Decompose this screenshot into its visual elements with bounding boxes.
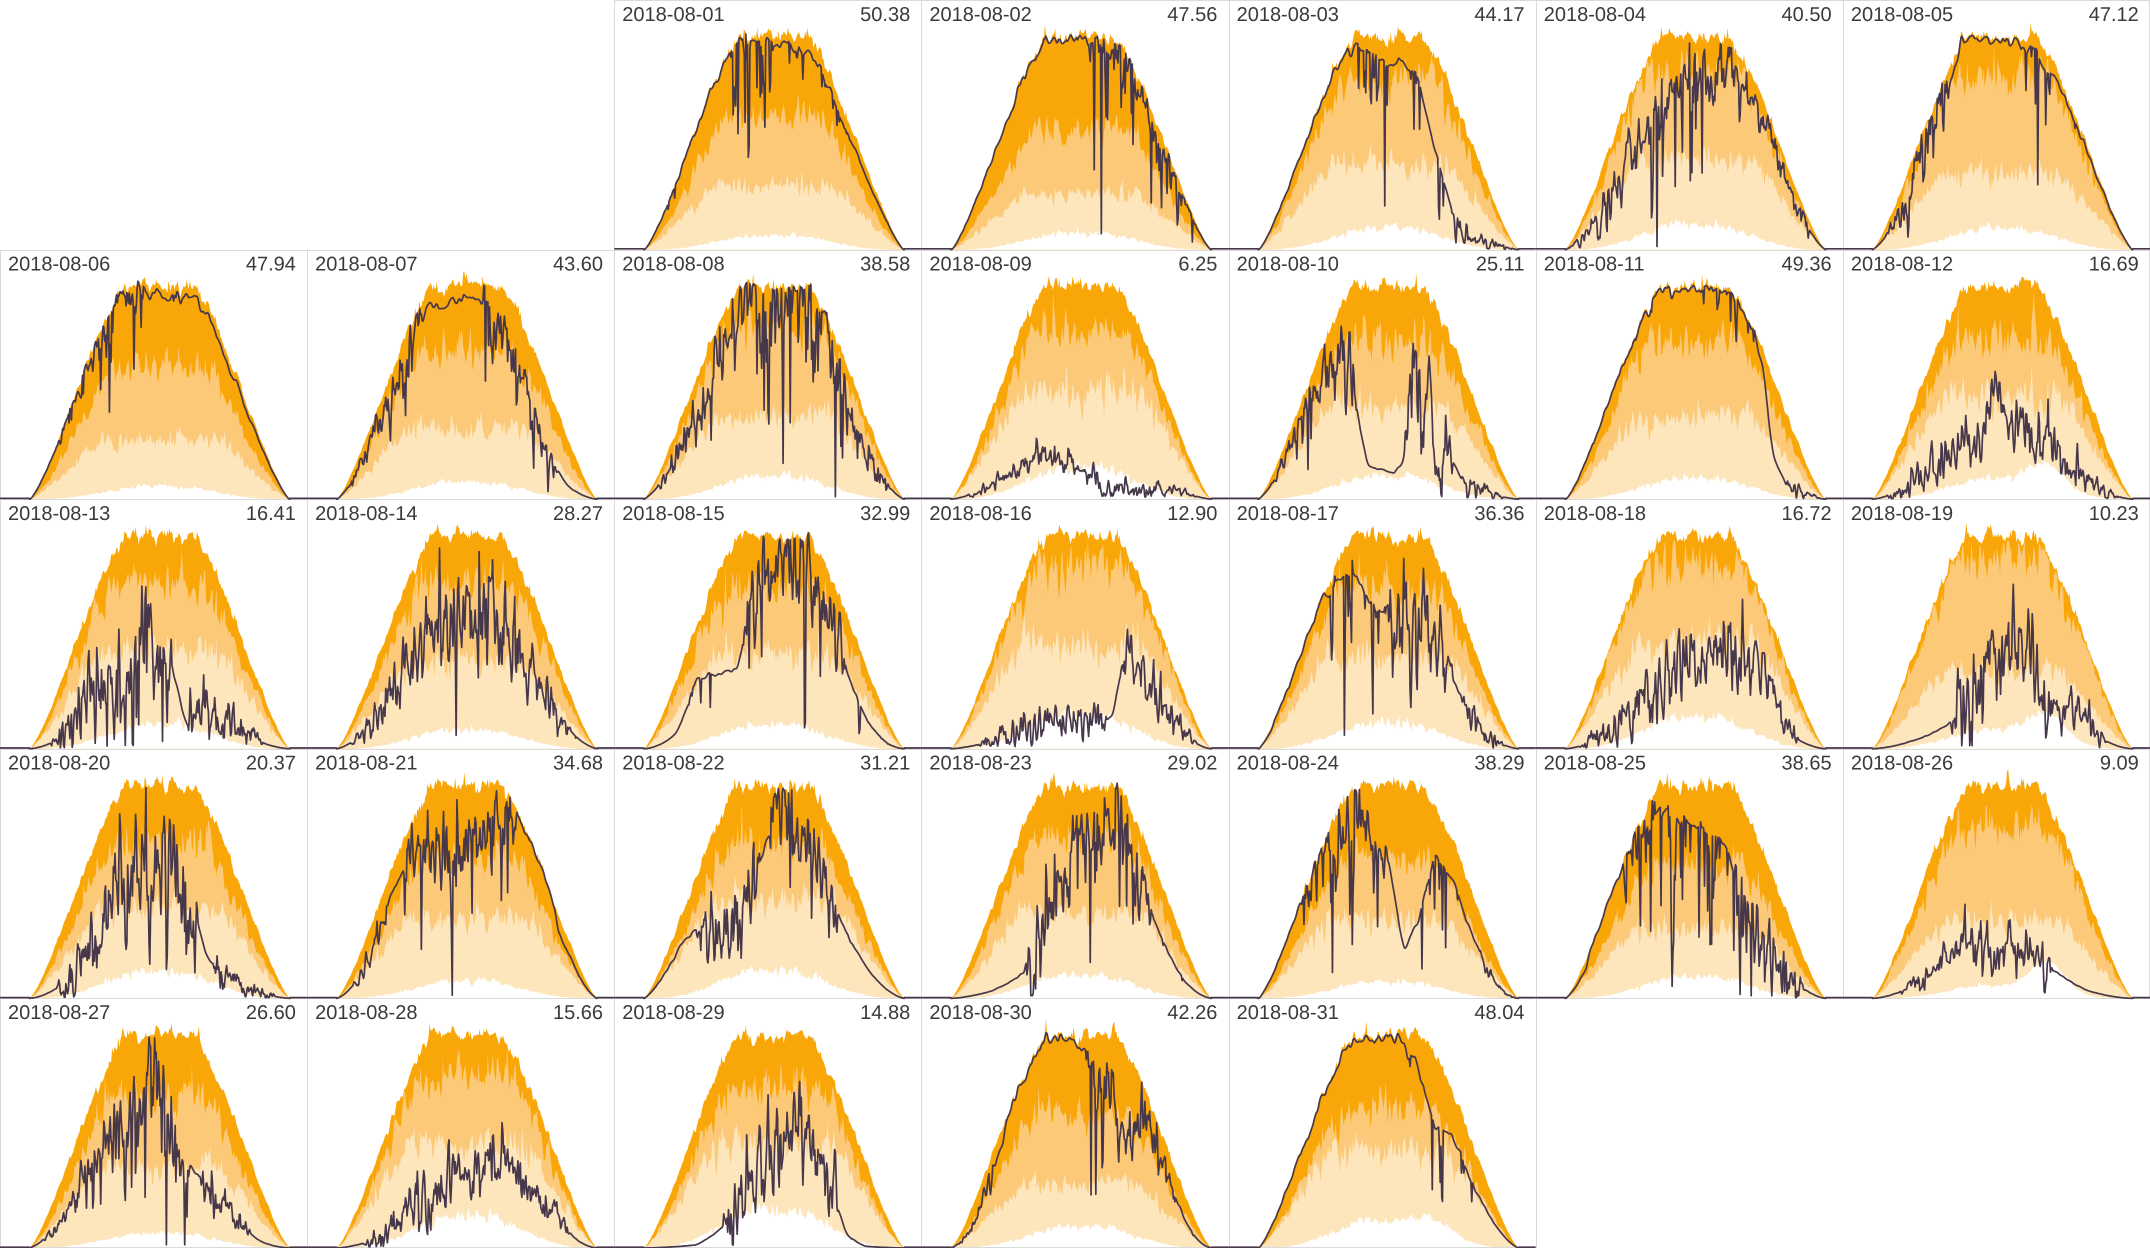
svg-text:25.11: 25.11 <box>1476 252 1525 274</box>
svg-text:36.36: 36.36 <box>1474 502 1524 524</box>
svg-text:2018-08-02: 2018-08-02 <box>929 3 1031 25</box>
svg-text:6.25: 6.25 <box>1178 252 1217 274</box>
svg-text:44.17: 44.17 <box>1474 3 1524 25</box>
svg-text:2018-08-01: 2018-08-01 <box>622 3 724 25</box>
svg-text:2018-08-06: 2018-08-06 <box>8 252 110 274</box>
svg-text:29.02: 29.02 <box>1167 752 1217 774</box>
svg-text:31.21: 31.21 <box>860 752 910 774</box>
svg-text:2018-08-31: 2018-08-31 <box>1237 1001 1339 1023</box>
svg-text:42.26: 42.26 <box>1167 1001 1217 1023</box>
svg-text:2018-08-16: 2018-08-16 <box>929 502 1031 524</box>
svg-text:2018-08-20: 2018-08-20 <box>8 752 110 774</box>
svg-text:38.65: 38.65 <box>1782 752 1832 774</box>
svg-text:2018-08-26: 2018-08-26 <box>1851 752 1953 774</box>
svg-text:16.69: 16.69 <box>2089 252 2139 274</box>
svg-text:2018-08-05: 2018-08-05 <box>1851 3 1953 25</box>
svg-text:16.41: 16.41 <box>246 502 296 524</box>
svg-text:47.12: 47.12 <box>2089 3 2139 25</box>
svg-text:50.38: 50.38 <box>860 3 910 25</box>
svg-text:2018-08-28: 2018-08-28 <box>315 1001 417 1023</box>
svg-text:15.66: 15.66 <box>553 1001 603 1023</box>
svg-text:47.56: 47.56 <box>1167 3 1217 25</box>
svg-text:49.36: 49.36 <box>1782 252 1832 274</box>
svg-text:26.60: 26.60 <box>246 1001 296 1023</box>
svg-text:38.29: 38.29 <box>1474 752 1524 774</box>
svg-text:2018-08-08: 2018-08-08 <box>622 252 724 274</box>
svg-text:2018-08-21: 2018-08-21 <box>315 752 417 774</box>
svg-text:2018-08-03: 2018-08-03 <box>1237 3 1339 25</box>
svg-text:2018-08-11: 2018-08-11 <box>1544 252 1645 274</box>
svg-text:2018-08-04: 2018-08-04 <box>1544 3 1646 25</box>
svg-text:16.72: 16.72 <box>1782 502 1832 524</box>
svg-text:2018-08-22: 2018-08-22 <box>622 752 724 774</box>
svg-text:14.88: 14.88 <box>860 1001 910 1023</box>
svg-text:2018-08-24: 2018-08-24 <box>1237 752 1339 774</box>
svg-text:43.60: 43.60 <box>553 252 603 274</box>
svg-text:2018-08-17: 2018-08-17 <box>1237 502 1339 524</box>
svg-text:9.09: 9.09 <box>2100 752 2139 774</box>
svg-text:2018-08-09: 2018-08-09 <box>929 252 1031 274</box>
svg-text:2018-08-07: 2018-08-07 <box>315 252 417 274</box>
svg-text:48.04: 48.04 <box>1474 1001 1524 1023</box>
svg-text:20.37: 20.37 <box>246 752 296 774</box>
svg-text:28.27: 28.27 <box>553 502 603 524</box>
svg-text:47.94: 47.94 <box>246 252 296 274</box>
svg-text:34.68: 34.68 <box>553 752 603 774</box>
svg-text:2018-08-18: 2018-08-18 <box>1544 502 1646 524</box>
svg-text:38.58: 38.58 <box>860 252 910 274</box>
svg-text:40.50: 40.50 <box>1782 3 1832 25</box>
svg-text:2018-08-19: 2018-08-19 <box>1851 502 1953 524</box>
svg-text:2018-08-14: 2018-08-14 <box>315 502 417 524</box>
svg-text:12.90: 12.90 <box>1167 502 1217 524</box>
svg-text:2018-08-25: 2018-08-25 <box>1544 752 1646 774</box>
svg-text:2018-08-29: 2018-08-29 <box>622 1001 724 1023</box>
svg-text:2018-08-13: 2018-08-13 <box>8 502 110 524</box>
svg-text:2018-08-10: 2018-08-10 <box>1237 252 1339 274</box>
svg-text:2018-08-23: 2018-08-23 <box>929 752 1031 774</box>
svg-text:10.23: 10.23 <box>2089 502 2139 524</box>
svg-text:2018-08-30: 2018-08-30 <box>929 1001 1031 1023</box>
svg-text:2018-08-12: 2018-08-12 <box>1851 252 1953 274</box>
svg-text:2018-08-27: 2018-08-27 <box>8 1001 110 1023</box>
svg-text:32.99: 32.99 <box>860 502 910 524</box>
svg-text:2018-08-15: 2018-08-15 <box>622 502 724 524</box>
